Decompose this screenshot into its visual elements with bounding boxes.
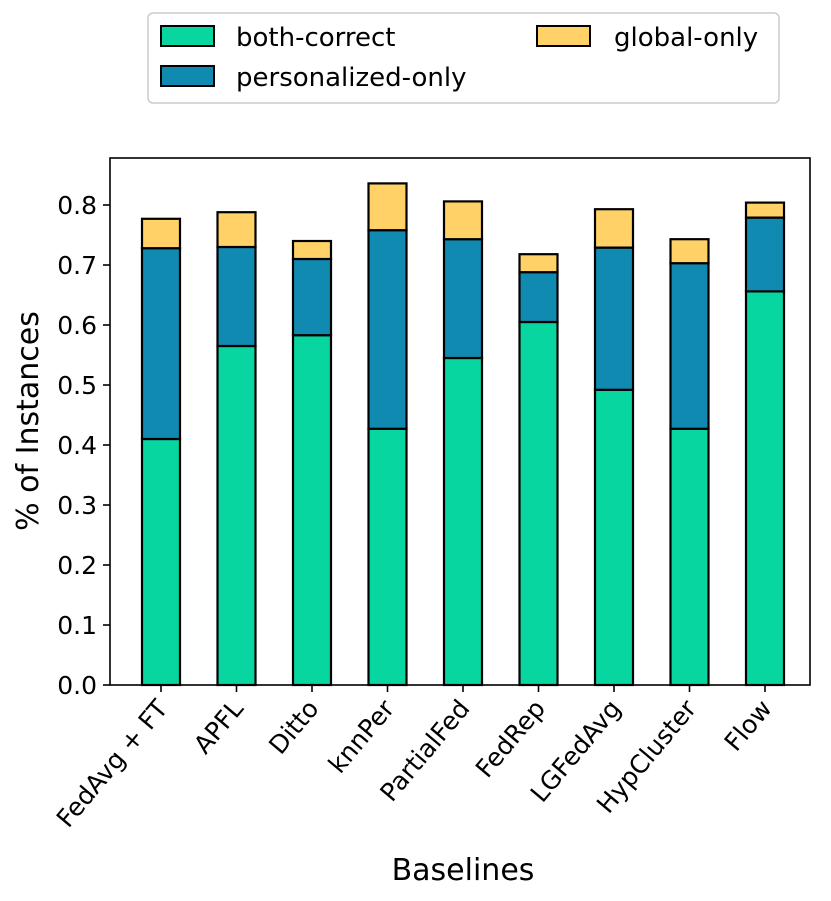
- legend-frame: [147, 12, 780, 104]
- x-axis: FedAvg + FT APFL DittoknnPerPartialFedFedR…: [51, 685, 778, 833]
- x-tick-label: Flow: [719, 694, 778, 756]
- bar-global-only-apfl: [216, 211, 257, 249]
- bar-both-correct-ditto: [291, 334, 333, 687]
- x-axis-label: Baselines: [392, 853, 535, 888]
- bar-personalized-only-flow: [744, 216, 786, 293]
- x-tick-label: APFL: [188, 694, 249, 759]
- y-tick-label: 0.3: [57, 491, 97, 520]
- legend-swatch-both-correct: [160, 25, 215, 47]
- bar-personalized-only-lgfedavg: [593, 246, 635, 391]
- y-tick-label: 0.1: [57, 611, 97, 640]
- bar-global-only-flow: [744, 201, 786, 219]
- legend-swatch-global-only: [536, 25, 591, 47]
- bar-personalized-only-hypcluster: [669, 262, 710, 430]
- bar-global-only-ditto: [291, 239, 333, 261]
- x-tick-label: FedAvg + FT: [51, 694, 174, 833]
- bar-both-correct-hypcluster: [669, 427, 710, 687]
- bar-global-only-partialfed: [442, 200, 484, 241]
- y-tick-label: 0.4: [57, 431, 97, 460]
- bar-personalized-only-fedavg-ft: [140, 247, 182, 441]
- legend-swatch-personalized-only: [160, 65, 215, 87]
- bar-global-only-knnper: [367, 182, 408, 232]
- bar-personalized-only-knnper: [367, 229, 408, 430]
- bar-both-correct-apfl: [216, 344, 257, 687]
- y-axis: 0.0 0.1 0.2 0.3 0.4 0.5 0.6 0.7 0.8: [57, 191, 110, 700]
- y-axis-label: % of Instances: [11, 311, 46, 531]
- bar-both-correct-fedavg-ft: [140, 437, 182, 687]
- y-tick-label: 0.6: [57, 311, 97, 340]
- bar-personalized-only-partialfed: [442, 238, 484, 360]
- bar-global-only-lgfedavg: [593, 208, 635, 249]
- y-tick-label: 0.8: [57, 191, 97, 220]
- bar-both-correct-fedrep: [518, 320, 559, 687]
- bar-both-correct-flow: [744, 290, 786, 687]
- x-tick-label: knnPer: [323, 694, 401, 779]
- bar-global-only-fedavg-ft: [140, 217, 182, 250]
- bar-global-only-fedrep: [518, 253, 559, 274]
- bar-personalized-only-fedrep: [518, 271, 559, 324]
- bar-personalized-only-ditto: [291, 257, 333, 337]
- legend-label-both-correct: both-correct: [236, 23, 396, 53]
- bar-both-correct-lgfedavg: [593, 388, 635, 687]
- y-tick-label: 0.0: [57, 671, 97, 700]
- legend: both-correct personalized-only global-on…: [147, 12, 780, 104]
- y-tick-label: 0.2: [57, 551, 97, 580]
- bars-group: [140, 182, 786, 687]
- y-tick-label: 0.7: [57, 251, 97, 280]
- bar-global-only-hypcluster: [669, 238, 710, 265]
- legend-label-global-only: global-only: [614, 23, 758, 53]
- bar-both-correct-partialfed: [442, 356, 484, 687]
- y-tick-label: 0.5: [57, 371, 97, 400]
- bar-both-correct-knnper: [367, 427, 408, 687]
- x-tick-label: Ditto: [263, 694, 324, 759]
- legend-label-personalized-only: personalized-only: [236, 63, 467, 93]
- x-tick-label: FedRep: [470, 694, 551, 783]
- bar-personalized-only-apfl: [216, 245, 257, 348]
- plot-frame: [109, 157, 811, 686]
